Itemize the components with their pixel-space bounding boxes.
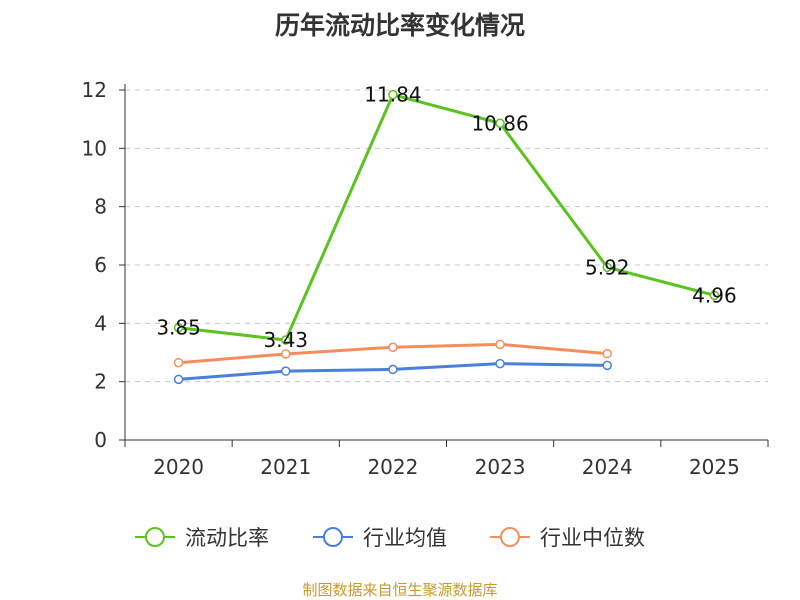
legend-swatch-marker — [145, 527, 165, 547]
data-label: 3.43 — [263, 328, 308, 352]
legend-label: 行业均值 — [363, 526, 447, 550]
data-source-note: 制图数据来自恒生聚源数据库 — [302, 581, 498, 599]
data-point — [281, 335, 291, 345]
y-tick-label: 6 — [94, 253, 107, 277]
data-label: 10.86 — [471, 111, 528, 135]
data-point — [495, 339, 505, 350]
data-point — [602, 262, 612, 273]
data-point — [173, 374, 184, 385]
x-tick-label: 2025 — [689, 455, 740, 479]
data-point — [388, 342, 398, 352]
y-tick-label: 2 — [94, 370, 107, 394]
data-point — [281, 349, 291, 359]
y-tick-label: 8 — [94, 195, 107, 219]
x-tick-label: 2020 — [153, 455, 204, 479]
data-point — [173, 357, 184, 368]
data-point — [602, 360, 612, 371]
legend-label: 流动比率 — [185, 526, 269, 550]
chart-title: 历年流动比率变化情况 — [274, 11, 525, 40]
data-point — [388, 89, 398, 100]
x-tick-label: 2024 — [582, 455, 633, 479]
y-tick-label: 0 — [94, 428, 107, 452]
y-tick-label: 4 — [94, 311, 107, 335]
y-tick-label: 12 — [82, 78, 107, 102]
data-label: 3.85 — [156, 316, 201, 340]
data-point — [495, 118, 505, 128]
data-point — [495, 358, 505, 369]
y-tick-label: 10 — [82, 136, 107, 160]
x-tick-label: 2023 — [475, 455, 526, 479]
x-tick-label: 2022 — [367, 455, 418, 479]
data-label: 5.92 — [585, 255, 630, 279]
data-point — [602, 348, 612, 359]
data-point — [709, 290, 720, 301]
data-point — [173, 322, 184, 333]
legend-swatch-marker — [323, 527, 343, 547]
data-point — [281, 366, 291, 376]
data-label: 4.96 — [692, 283, 737, 307]
data-label: 11.84 — [364, 83, 421, 107]
series-line-0 — [178, 93, 715, 342]
legend-swatch-marker — [500, 527, 520, 547]
data-point — [388, 364, 398, 375]
legend-label: 行业中位数 — [540, 526, 645, 550]
x-tick-label: 2021 — [260, 455, 311, 479]
